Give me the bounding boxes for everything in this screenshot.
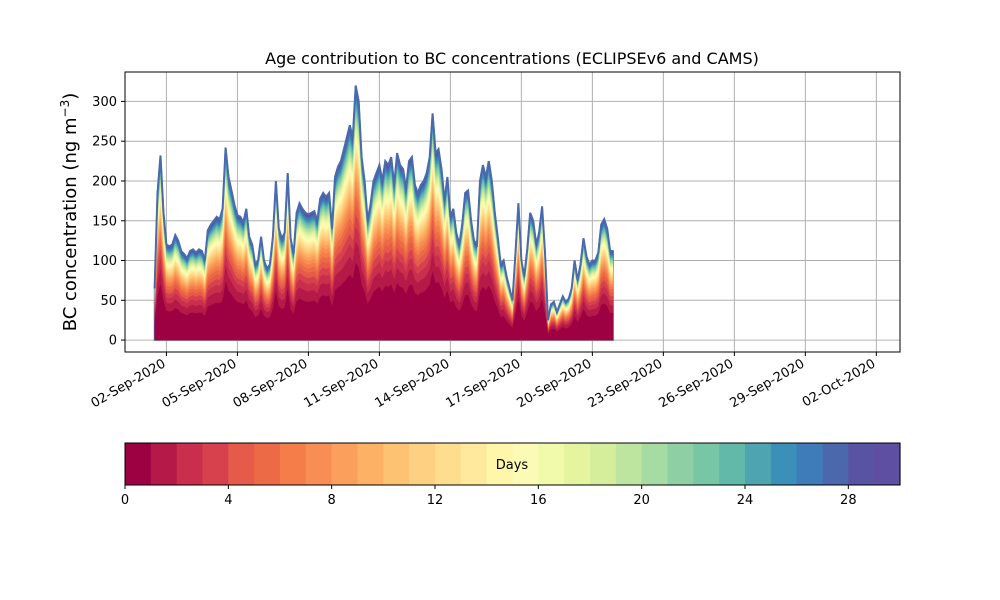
colorbar-swatch (202, 443, 229, 485)
x-tick-label: 05-Sep-2020 (160, 356, 240, 411)
colorbar-tick-label: 24 (737, 493, 754, 508)
colorbar-swatch (435, 443, 462, 485)
colorbar-swatch (305, 443, 333, 485)
colorbar-swatch (150, 443, 178, 485)
y-tick-label: 300 (92, 95, 117, 110)
total-concentration-line (153, 85, 614, 321)
colorbar-swatch (822, 443, 849, 485)
colorbar-swatch (331, 443, 359, 485)
age-bin-area-0 (154, 262, 614, 341)
y-tick-label: 200 (92, 174, 117, 189)
x-tick-label: 02-Oct-2020 (800, 356, 878, 410)
colorbar-tick-label: 16 (530, 493, 547, 508)
colorbar-swatch (770, 443, 798, 485)
colorbar-swatch (693, 443, 720, 485)
colorbar-swatch (176, 443, 204, 485)
x-tick-label: 08-Sep-2020 (231, 356, 311, 411)
y-axis-ticks: 0 50 100 150 200 250 300 (92, 95, 125, 349)
colorbar-swatch (383, 443, 410, 485)
colorbar-frame (124, 442, 901, 486)
colorbar-swatch (874, 443, 901, 485)
colorbar-swatch (590, 443, 617, 485)
x-tick-label: 11-Sep-2020 (302, 356, 382, 411)
colorbar-tick-label: 12 (427, 493, 444, 508)
colorbar-tick-label: 8 (328, 493, 336, 508)
plot-frame (124, 71, 901, 353)
y-tick-label: 50 (100, 294, 117, 309)
y-tick-label: 250 (92, 135, 117, 150)
colorbar-swatch (512, 443, 539, 485)
x-tick-label: 17-Sep-2020 (444, 356, 524, 411)
colorbar-swatch (719, 443, 746, 485)
x-axis-ticks: 02-Sep-202005-Sep-202008-Sep-202011-Sep-… (89, 352, 878, 411)
x-tick-label: 14-Sep-2020 (373, 356, 453, 411)
y-tick-label: 150 (92, 214, 117, 229)
colorbar-ticks: 0 4 8 12 16 20 24 28 (121, 485, 857, 508)
colorbar-label: Days (496, 458, 529, 473)
x-tick-label: 20-Sep-2020 (515, 356, 595, 411)
y-tick-label: 0 (109, 334, 117, 349)
colorbar-tick-label: 28 (840, 493, 857, 508)
colorbar-swatch (280, 443, 307, 485)
colorbar-swatch (228, 443, 255, 485)
y-axis-label: BC concentration (ng m−3) (58, 93, 81, 332)
colorbar-swatch (667, 443, 694, 485)
stacked-area-layers (153, 85, 614, 341)
colorbar-swatch (486, 443, 514, 485)
chart-title: Age contribution to BC concentrations (E… (265, 49, 759, 68)
y-axis-label-unit-exponent: −3 (58, 100, 72, 118)
colorbar-swatch (460, 443, 488, 485)
colorbar-swatch (254, 443, 281, 485)
colorbar-swatch (125, 443, 152, 485)
colorbar-swatch (409, 443, 436, 485)
x-tick-label: 29-Sep-2020 (728, 356, 808, 411)
y-axis-label-close: ) (60, 93, 81, 100)
y-tick-label: 100 (92, 254, 117, 269)
colorbar-swatch (615, 443, 643, 485)
x-tick-label: 26-Sep-2020 (657, 356, 737, 411)
colorbar-tick-label: 20 (633, 493, 650, 508)
x-tick-label: 23-Sep-2020 (586, 356, 666, 411)
colorbar-swatch (796, 443, 824, 485)
colorbar-swatch (564, 443, 591, 485)
colorbar-swatch (641, 443, 669, 485)
colorbar-swatch (848, 443, 875, 485)
x-tick-label: 02-Sep-2020 (89, 356, 169, 411)
colorbar-swatch (357, 443, 384, 485)
colorbar-swatch (745, 443, 772, 485)
y-axis-label-main: BC concentration (ng m (60, 117, 81, 331)
colorbar-swatch (538, 443, 565, 485)
colorbar-tick-label: 4 (224, 493, 232, 508)
colorbar-tick-label: 0 (121, 493, 129, 508)
colorbar (125, 443, 901, 485)
